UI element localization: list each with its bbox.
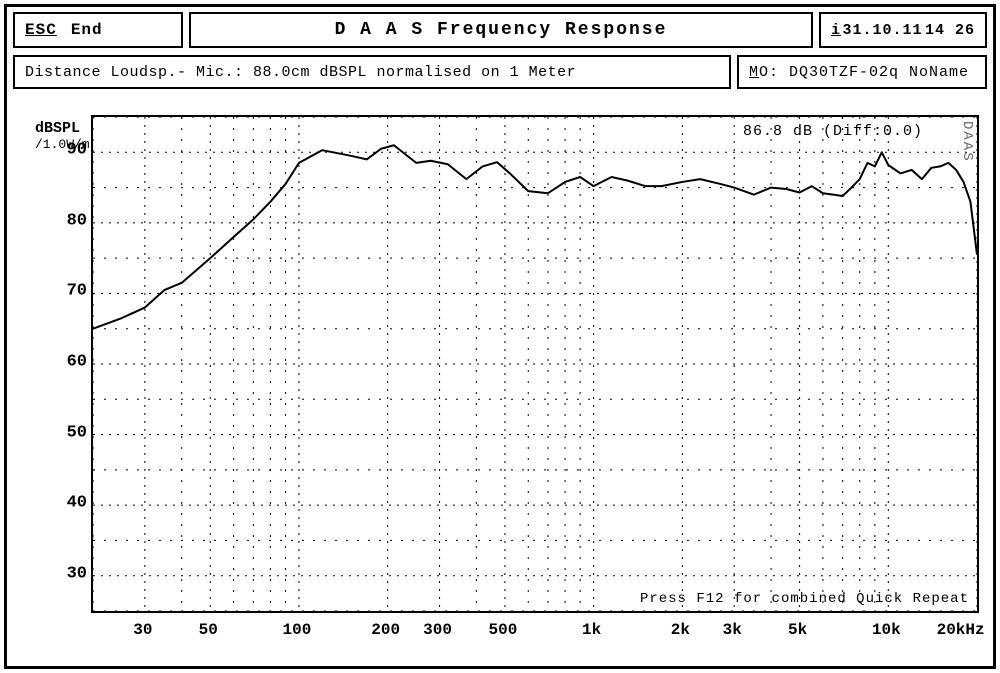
datetime-box: i 31.10.11 14 26 <box>819 12 987 48</box>
x-tick: 500 <box>489 621 518 639</box>
esc-label: End <box>71 21 103 39</box>
y-axis-label-top: dBSPL <box>35 121 90 138</box>
y-tick: 80 <box>51 211 87 230</box>
y-tick: 60 <box>51 353 87 372</box>
x-tick: 50 <box>199 621 218 639</box>
x-tick: 1k <box>582 621 601 639</box>
esc-button[interactable]: ESC End <box>13 12 183 48</box>
subheader-row: Distance Loudsp.- Mic.: 88.0cm dBSPL nor… <box>13 55 987 89</box>
info-key[interactable]: i <box>831 22 841 39</box>
date-text: 31.10.11 <box>843 22 923 39</box>
x-tick: 3k <box>723 621 742 639</box>
plot-area: 86.8 dB (Diff:0.0) DAAS Press F12 for co… <box>91 115 979 613</box>
app-frame: ESC End D A A S Frequency Response i 31.… <box>4 4 996 669</box>
y-tick: 30 <box>51 564 87 583</box>
chart-area: dBSPL /1.0W/m 30405060708090 30501002003… <box>19 107 985 659</box>
mo-key[interactable]: M <box>749 64 759 81</box>
x-tick: 10k <box>872 621 901 639</box>
x-tick: 100 <box>283 621 312 639</box>
footer-hint: Press F12 for combined Quick Repeat <box>640 591 969 607</box>
daas-watermark: DAAS <box>959 121 975 163</box>
y-tick: 70 <box>51 282 87 301</box>
x-tick: 30 <box>133 621 152 639</box>
x-tick: 200 <box>371 621 400 639</box>
x-tick: 2k <box>671 621 690 639</box>
x-tick: 300 <box>423 621 452 639</box>
x-tick: 20kHz <box>937 621 985 639</box>
plot-svg <box>93 117 977 611</box>
x-tick: 5k <box>788 621 807 639</box>
y-tick: 40 <box>51 494 87 513</box>
esc-key: ESC <box>25 21 57 39</box>
y-tick: 90 <box>51 141 87 160</box>
time-text: 14 26 <box>925 22 975 39</box>
page-title: D A A S Frequency Response <box>189 12 813 48</box>
measurement-info: Distance Loudsp.- Mic.: 88.0cm dBSPL nor… <box>13 55 731 89</box>
header-row: ESC End D A A S Frequency Response i 31.… <box>13 12 987 48</box>
y-tick: 50 <box>51 423 87 442</box>
mo-text: O: DQ30TZF-02q NoName <box>759 64 969 81</box>
mo-box: MO: DQ30TZF-02q NoName <box>737 55 987 89</box>
annotation-text: 86.8 dB (Diff:0.0) <box>743 123 923 140</box>
